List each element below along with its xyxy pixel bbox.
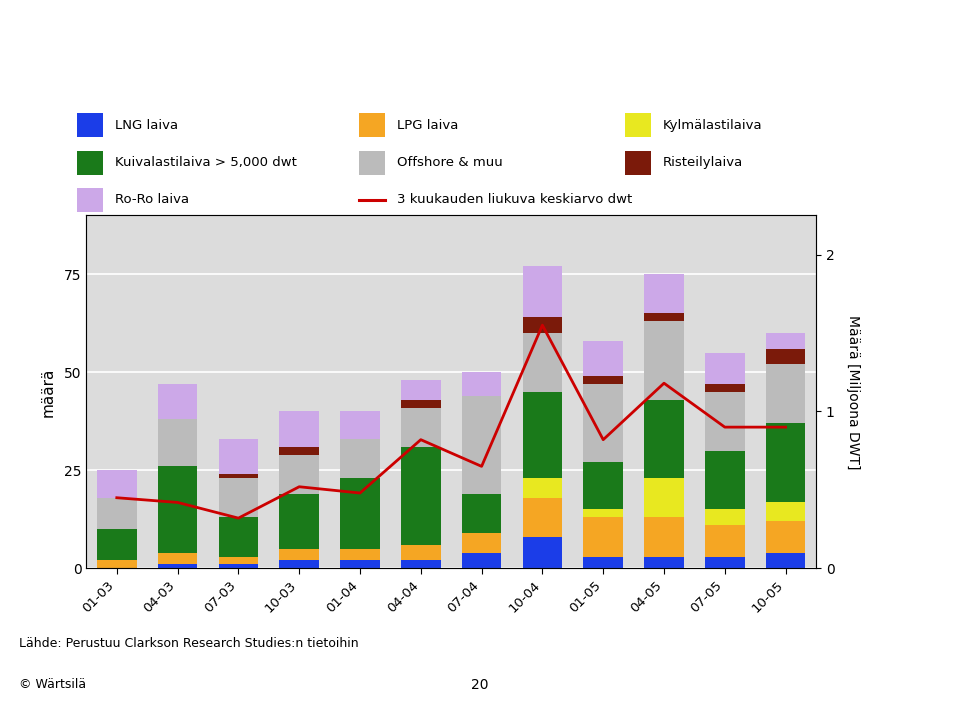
Bar [340,549,380,561]
Text: Ro-Ro laiva: Ro-Ro laiva [114,193,189,206]
Bar [359,150,385,174]
Bar [644,517,684,556]
Bar [705,384,745,392]
Bar [625,113,651,138]
Y-axis label: määrä: määrä [40,367,56,417]
Text: 3 kuukauden liukuva keskiarvo dwt: 3 kuukauden liukuva keskiarvo dwt [396,193,633,206]
Bar [359,113,385,138]
Bar [219,556,258,564]
Bar [340,439,380,478]
Bar [705,556,745,568]
Bar [766,423,805,502]
Bar [584,517,623,556]
Bar [462,372,501,396]
Bar [77,150,103,174]
Bar [522,392,563,478]
Bar [340,478,380,549]
Text: 20: 20 [471,678,489,693]
Bar [340,561,380,568]
Bar [219,517,258,556]
Bar [705,450,745,510]
Bar [766,333,805,349]
Y-axis label: Määrä [Miljoona DWT]: Määrä [Miljoona DWT] [846,315,859,469]
Bar [625,150,651,174]
Bar [401,447,441,545]
Bar [340,412,380,439]
Bar [644,478,684,517]
Bar [279,493,319,549]
Bar [462,493,501,533]
Bar [462,396,501,493]
Bar [97,529,136,561]
Bar [584,556,623,568]
Bar [219,474,258,478]
Text: Offshore & muu: Offshore & muu [396,156,503,169]
Bar [522,266,563,317]
Bar [279,447,319,455]
Bar [522,333,563,392]
Bar [705,352,745,384]
Bar [77,113,103,138]
Bar [644,274,684,313]
Text: © Wärtsilä: © Wärtsilä [19,678,86,691]
Bar [401,407,441,447]
Bar [584,384,623,462]
Text: Lähde: Perustuu Clarkson Research Studies:n tietoihin: Lähde: Perustuu Clarkson Research Studie… [19,637,359,650]
Bar [522,537,563,568]
Bar [766,521,805,553]
Bar [644,556,684,568]
Text: LPG laiva: LPG laiva [396,119,458,132]
Text: Kylmälastilaiva: Kylmälastilaiva [663,119,762,132]
Bar [584,376,623,384]
Bar [766,364,805,423]
Text: LNG laiva: LNG laiva [114,119,178,132]
Bar [522,317,563,333]
Bar [584,341,623,376]
Bar [584,462,623,510]
Bar [279,549,319,561]
Bar [219,439,258,474]
Bar [705,392,745,450]
Bar [644,313,684,321]
Bar [97,498,136,529]
Bar [401,400,441,407]
Bar [705,525,745,556]
Bar [157,564,198,568]
Bar [584,510,623,517]
Bar [279,412,319,447]
Bar [279,455,319,493]
Bar [766,349,805,364]
Bar [705,510,745,525]
Bar [219,564,258,568]
Bar [766,502,805,521]
Bar [219,478,258,517]
Bar [97,561,136,568]
Bar [522,498,563,537]
Text: Laivatilaukset – muut laivat, lukumäärä: Laivatilaukset – muut laivat, lukumäärä [155,35,805,64]
Bar [462,533,501,553]
Text: Kuivalastilaiva > 5,000 dwt: Kuivalastilaiva > 5,000 dwt [114,156,297,169]
Bar [157,419,198,467]
Bar [644,321,684,400]
Bar [522,478,563,498]
Bar [644,400,684,478]
Bar [401,545,441,561]
Bar [462,553,501,568]
Bar [97,470,136,498]
Text: Risteilylaiva: Risteilylaiva [663,156,743,169]
Bar [401,380,441,400]
Bar [157,384,198,419]
Bar [77,188,103,212]
Bar [157,467,198,553]
Bar [279,561,319,568]
Bar [401,561,441,568]
Bar [766,553,805,568]
Bar [157,553,198,564]
